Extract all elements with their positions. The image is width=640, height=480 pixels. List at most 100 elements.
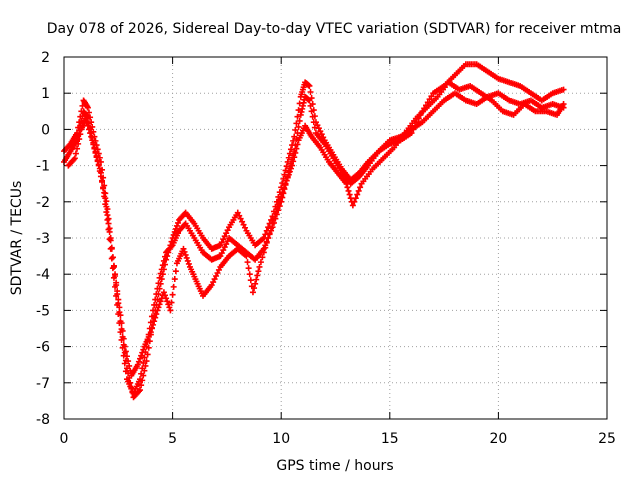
data-point-marker (221, 233, 228, 240)
data-point-marker (159, 262, 166, 269)
data-point-marker (140, 346, 147, 353)
data-point-marker (284, 174, 291, 181)
data-point-marker (224, 227, 231, 234)
y-axis-label: SDTVAR / TECUs (9, 181, 25, 296)
data-point-marker (151, 318, 158, 325)
data-point-marker (170, 283, 177, 290)
data-point-marker (88, 133, 95, 140)
y-tick-label: 0 (41, 122, 50, 138)
data-point-marker (306, 82, 313, 89)
data-point-marker (311, 124, 318, 131)
data-point-marker (84, 104, 91, 111)
data-point-marker (90, 141, 97, 148)
data-point-marker (110, 262, 117, 269)
data-point-marker (345, 187, 352, 194)
data-point-marker (246, 271, 253, 278)
data-point-marker (152, 296, 159, 303)
data-point-marker (72, 150, 79, 157)
y-tick-label: -5 (36, 303, 50, 319)
data-point-marker (103, 198, 110, 205)
data-point-marker (283, 163, 290, 170)
data-point-marker (181, 248, 188, 255)
y-tick-label: -3 (36, 231, 50, 247)
plot-frame (63, 56, 608, 420)
data-point-marker (275, 201, 282, 208)
y-tick-label: -6 (36, 340, 50, 356)
data-point-marker (161, 253, 168, 260)
data-point-marker (251, 285, 258, 292)
x-tick-label: 20 (489, 431, 507, 447)
data-point-marker (182, 251, 189, 258)
data-point-marker (289, 162, 296, 169)
data-point-marker (237, 215, 244, 222)
data-point-marker (143, 358, 150, 365)
data-point-marker (218, 250, 225, 257)
data-point-marker (99, 178, 106, 185)
data-point-marker (272, 210, 279, 217)
data-point-marker (236, 212, 243, 219)
data-point-marker (125, 358, 132, 365)
data-point-marker (344, 184, 351, 191)
data-point-marker (285, 171, 292, 178)
data-point-marker (308, 108, 315, 115)
data-point-marker (185, 260, 192, 267)
data-point-marker (253, 276, 260, 283)
data-point-marker (119, 327, 126, 334)
data-point-marker (76, 136, 83, 143)
data-point-marker (268, 225, 275, 232)
data-point-marker (156, 301, 163, 308)
data-point-marker (77, 131, 84, 138)
data-point-marker (257, 259, 264, 266)
data-point-marker (347, 195, 354, 202)
data-point-marker (286, 168, 293, 175)
data-point-marker (96, 168, 103, 175)
data-point-marker (349, 202, 356, 209)
y-tick-label: 1 (41, 86, 50, 102)
data-point-marker (112, 271, 119, 278)
data-point-marker (220, 247, 227, 254)
data-point-marker (114, 288, 121, 295)
data-point-marker (163, 295, 170, 302)
data-point-marker (103, 203, 110, 210)
data-point-marker (307, 88, 314, 95)
data-point-marker (94, 158, 101, 165)
data-point-marker (254, 272, 261, 279)
data-point-marker (113, 292, 120, 299)
data-point-marker (273, 206, 280, 213)
data-point-marker (307, 102, 314, 109)
y-tick-label: -8 (36, 412, 50, 428)
y-tick-label: -7 (36, 376, 50, 392)
data-point-marker (153, 311, 160, 318)
data-points (61, 61, 567, 401)
data-point-marker (156, 274, 163, 281)
data-point-marker (100, 184, 107, 191)
chart-title: Day 078 of 2026, Sidereal Day-to-day VTE… (47, 21, 622, 37)
data-point-marker (123, 353, 130, 360)
data-point-marker (84, 122, 91, 129)
data-point-marker (290, 158, 297, 165)
data-point-marker (71, 155, 78, 162)
data-point-marker (560, 86, 567, 93)
data-point-marker (95, 162, 102, 169)
data-point-marker (256, 263, 263, 270)
data-point-marker (92, 149, 99, 156)
data-point-marker (83, 119, 90, 126)
data-point-marker (355, 187, 362, 194)
data-point-marker (173, 222, 180, 229)
data-point-marker (137, 387, 144, 394)
data-point-marker (183, 254, 190, 261)
data-point-marker (309, 113, 316, 120)
data-point-marker (245, 265, 252, 272)
data-point-marker (87, 130, 94, 137)
data-point-marker (260, 249, 267, 256)
data-point-marker (141, 354, 148, 361)
data-point-marker (140, 359, 147, 366)
data-point-marker (153, 291, 160, 298)
data-point-marker (108, 255, 115, 262)
data-point-marker (223, 230, 230, 237)
data-point-marker (138, 352, 145, 359)
x-tick-label: 15 (381, 431, 399, 447)
data-point-marker (164, 298, 171, 305)
data-point-marker (105, 220, 112, 227)
data-point-marker (175, 219, 182, 226)
